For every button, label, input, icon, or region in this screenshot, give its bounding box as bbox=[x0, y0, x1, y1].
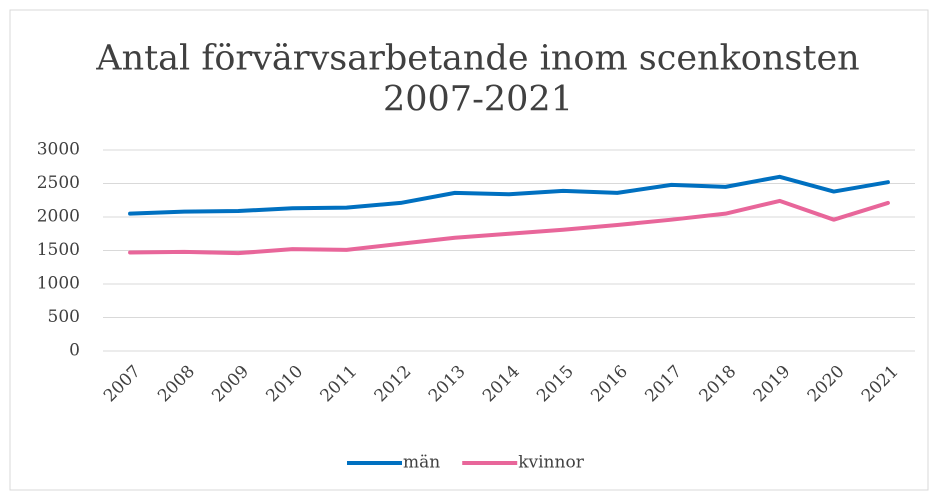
chart-title: 2007-2021 bbox=[383, 80, 573, 120]
y-tick-label: 0 bbox=[69, 341, 80, 361]
y-tick-label: 2000 bbox=[37, 207, 80, 227]
chart-title: Antal förvärvsarbetande inom scenkonsten bbox=[95, 39, 859, 79]
y-tick-label: 1500 bbox=[37, 240, 80, 260]
legend-label: kvinnor bbox=[518, 453, 584, 473]
y-tick-label: 1000 bbox=[37, 274, 80, 294]
y-tick-label: 2500 bbox=[37, 173, 80, 193]
line-series bbox=[128, 198, 890, 256]
y-tick-label: 3000 bbox=[37, 140, 80, 160]
legend-label: män bbox=[403, 453, 440, 473]
line-series bbox=[128, 174, 890, 216]
y-tick-label: 500 bbox=[48, 307, 80, 327]
